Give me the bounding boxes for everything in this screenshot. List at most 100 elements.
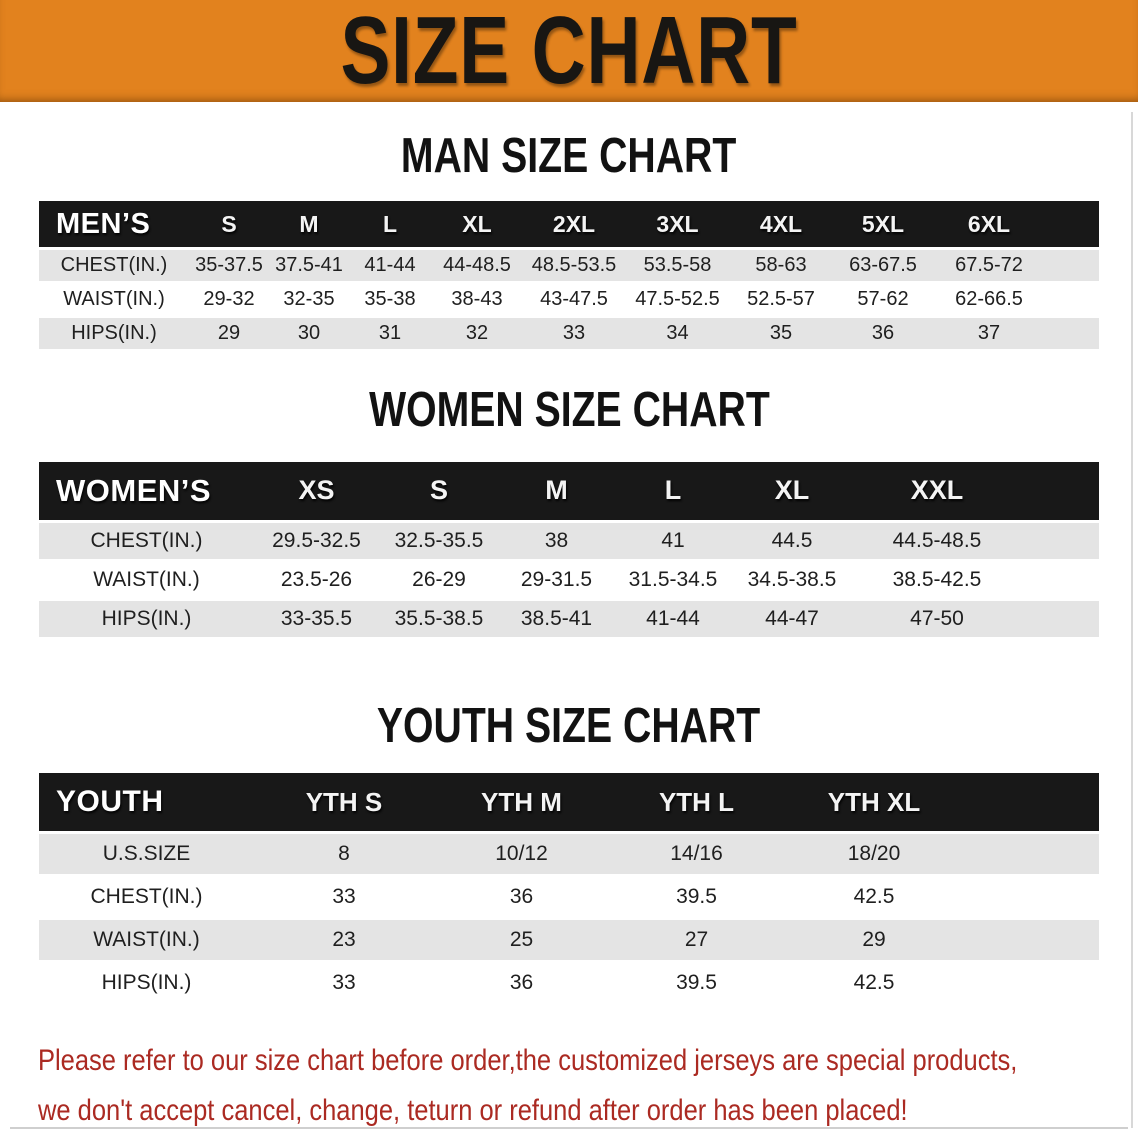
size-chart-banner: SIZE CHART [0, 0, 1138, 102]
size-value: 10/12 [434, 834, 609, 875]
size-value: 38-43 [431, 284, 523, 316]
size-value: 29 [784, 920, 964, 961]
row-label: HIPS(IN.) [39, 600, 254, 637]
size-value: 38.5-41 [499, 600, 614, 637]
women-size-header: M [499, 461, 614, 520]
size-value: 31.5-34.5 [614, 561, 732, 598]
men-size-header: 3XL [625, 201, 730, 248]
size-value: 14/16 [609, 834, 784, 875]
section-title-man-text: MAN SIZE CHART [401, 129, 737, 183]
filler-cell [964, 877, 1099, 918]
size-value: 23 [254, 920, 434, 961]
size-value: 48.5-53.5 [523, 250, 625, 282]
youth-size-table: YOUTH YTH S YTH M YTH L YTH XL U.S.SIZE … [39, 770, 1099, 1006]
men-hips-row: HIPS(IN.) 29 30 31 32 33 34 35 36 37 [39, 318, 1099, 350]
women-size-header: S [379, 461, 499, 520]
size-value: 36 [832, 318, 934, 350]
size-value: 35-38 [349, 284, 431, 316]
filler-cell [1044, 318, 1099, 350]
women-size-header: L [614, 461, 732, 520]
size-value: 32 [431, 318, 523, 350]
size-value: 62-66.5 [934, 284, 1044, 316]
size-value: 29 [189, 318, 269, 350]
section-title-women: WOMEN SIZE CHART [0, 382, 1138, 438]
men-size-header: 6XL [934, 201, 1044, 248]
women-header-row: WOMEN’S XS S M L XL XXL [39, 461, 1099, 520]
size-value: 29.5-32.5 [254, 522, 379, 559]
page-title: SIZE CHART [340, 0, 798, 104]
youth-size-header: YTH M [434, 773, 609, 832]
size-value: 35 [730, 318, 832, 350]
size-value: 41-44 [614, 600, 732, 637]
size-value: 18/20 [784, 834, 964, 875]
row-label: CHEST(IN.) [39, 877, 254, 918]
size-value: 57-62 [832, 284, 934, 316]
men-waist-row: WAIST(IN.) 29-32 32-35 35-38 38-43 43-47… [39, 284, 1099, 316]
filler-cell [1044, 201, 1099, 248]
youth-chest-row: CHEST(IN.) 33 36 39.5 42.5 [39, 877, 1099, 918]
row-label: WAIST(IN.) [39, 561, 254, 598]
filler-cell [1044, 250, 1099, 282]
men-size-header: S [189, 201, 269, 248]
row-label: HIPS(IN.) [39, 963, 254, 1004]
women-corner-label: WOMEN’S [39, 461, 254, 520]
women-chest-row: CHEST(IN.) 29.5-32.5 32.5-35.5 38 41 44.… [39, 522, 1099, 559]
size-value: 34 [625, 318, 730, 350]
section-title-women-text: WOMEN SIZE CHART [368, 383, 770, 438]
size-value: 37.5-41 [269, 250, 349, 282]
women-size-header: XXL [852, 461, 1022, 520]
size-value: 26-29 [379, 561, 499, 598]
filler-cell [964, 773, 1099, 832]
women-waist-row: WAIST(IN.) 23.5-26 26-29 29-31.5 31.5-34… [39, 561, 1099, 598]
section-title-youth-text: YOUTH SIZE CHART [377, 698, 761, 753]
youth-size-header: YTH L [609, 773, 784, 832]
size-value: 36 [434, 877, 609, 918]
size-value: 67.5-72 [934, 250, 1044, 282]
size-value: 38.5-42.5 [852, 561, 1022, 598]
filler-cell [964, 834, 1099, 875]
women-size-table: WOMEN’S XS S M L XL XXL CHEST(IN.) 29.5-… [39, 459, 1099, 640]
size-value: 47.5-52.5 [625, 284, 730, 316]
size-value: 30 [269, 318, 349, 350]
filler-cell [1044, 284, 1099, 316]
size-value: 42.5 [784, 877, 964, 918]
men-header-row: MEN’S S M L XL 2XL 3XL 4XL 5XL 6XL [39, 201, 1099, 248]
youth-hips-row: HIPS(IN.) 33 36 39.5 42.5 [39, 963, 1099, 1004]
filler-cell [1022, 561, 1099, 598]
size-value: 44-47 [732, 600, 852, 637]
size-value: 32.5-35.5 [379, 522, 499, 559]
filler-cell [1022, 600, 1099, 637]
size-value: 36 [434, 963, 609, 1004]
men-size-header: L [349, 201, 431, 248]
section-title-youth: YOUTH SIZE CHART [0, 698, 1138, 754]
size-value: 32-35 [269, 284, 349, 316]
size-value: 34.5-38.5 [732, 561, 852, 598]
youth-size-header: YTH XL [784, 773, 964, 832]
youth-header-row: YOUTH YTH S YTH M YTH L YTH XL [39, 773, 1099, 832]
men-size-header: 2XL [523, 201, 625, 248]
size-value: 27 [609, 920, 784, 961]
size-value: 37 [934, 318, 1044, 350]
size-value: 29-32 [189, 284, 269, 316]
women-size-header: XS [254, 461, 379, 520]
filler-cell [964, 920, 1099, 961]
filler-cell [1022, 522, 1099, 559]
size-value: 41 [614, 522, 732, 559]
size-value: 44.5-48.5 [852, 522, 1022, 559]
row-label: HIPS(IN.) [39, 318, 189, 350]
youth-corner-label: YOUTH [39, 773, 254, 832]
row-label: WAIST(IN.) [39, 920, 254, 961]
size-value: 47-50 [852, 600, 1022, 637]
section-title-man: MAN SIZE CHART [0, 128, 1138, 184]
men-chest-row: CHEST(IN.) 35-37.5 37.5-41 41-44 44-48.5… [39, 250, 1099, 282]
size-value: 63-67.5 [832, 250, 934, 282]
youth-ussize-row: U.S.SIZE 8 10/12 14/16 18/20 [39, 834, 1099, 875]
size-value: 39.5 [609, 963, 784, 1004]
size-value: 52.5-57 [730, 284, 832, 316]
size-value: 25 [434, 920, 609, 961]
size-value: 35-37.5 [189, 250, 269, 282]
size-value: 39.5 [609, 877, 784, 918]
size-value: 33 [254, 877, 434, 918]
size-value: 38 [499, 522, 614, 559]
size-value: 33-35.5 [254, 600, 379, 637]
